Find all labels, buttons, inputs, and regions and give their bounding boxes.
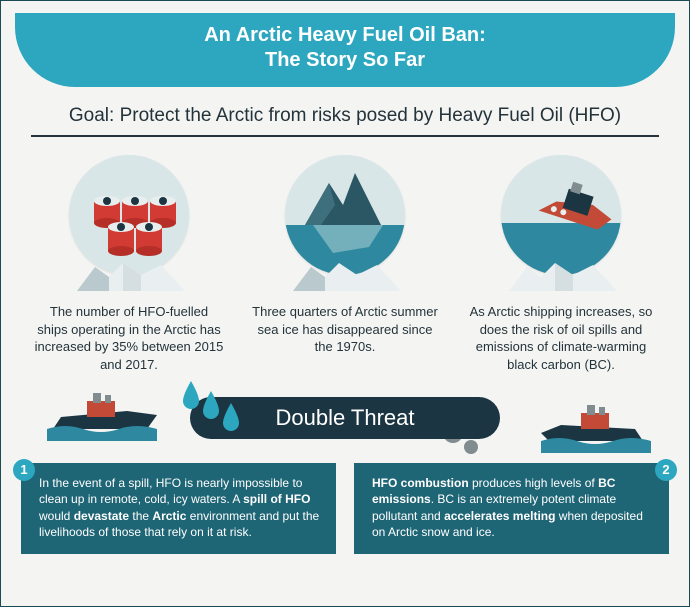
water-drops-icon [177, 375, 247, 442]
banner-section: Double Threat [1, 397, 689, 457]
threat-text-1: In the event of a spill, HFO is nearly i… [21, 463, 336, 554]
info-card-barrels: The number of HFO-fuelled ships operatin… [34, 155, 224, 373]
iceberg-base-icon [501, 263, 621, 297]
iceberg-icon [285, 155, 405, 275]
threat-text-2: HFO combustion produces high levels of B… [354, 463, 669, 554]
card-caption: Three quarters of Arctic summer sea ice … [250, 303, 440, 356]
iceberg-base-icon [69, 263, 189, 297]
info-card-iceberg: Three quarters of Arctic summer sea ice … [250, 155, 440, 373]
header-line-2: The Story So Far [35, 48, 655, 73]
barrels-icon [69, 155, 189, 275]
page-header: An Arctic Heavy Fuel Oil Ban: The Story … [15, 13, 675, 87]
info-card-ship: As Arctic shipping increases, so does th… [466, 155, 656, 373]
threat-card-1: 1 In the event of a spill, HFO is nearly… [21, 463, 336, 554]
card-caption: As Arctic shipping increases, so does th… [466, 303, 656, 373]
threat-badge-2: 2 [655, 459, 677, 481]
threat-row: 1 In the event of a spill, HFO is nearly… [1, 457, 689, 566]
ship-right-icon [541, 403, 651, 458]
info-card-row: The number of HFO-fuelled ships operatin… [1, 141, 689, 373]
card-caption: The number of HFO-fuelled ships operatin… [34, 303, 224, 373]
goal-statement: Goal: Protect the Arctic from risks pose… [31, 105, 659, 137]
ship-left-icon [47, 391, 157, 446]
sinking-ship-icon [501, 155, 621, 275]
header-line-1: An Arctic Heavy Fuel Oil Ban: [35, 23, 655, 48]
iceberg-base-icon [285, 263, 405, 297]
threat-card-2: 2 HFO combustion produces high levels of… [354, 463, 669, 554]
